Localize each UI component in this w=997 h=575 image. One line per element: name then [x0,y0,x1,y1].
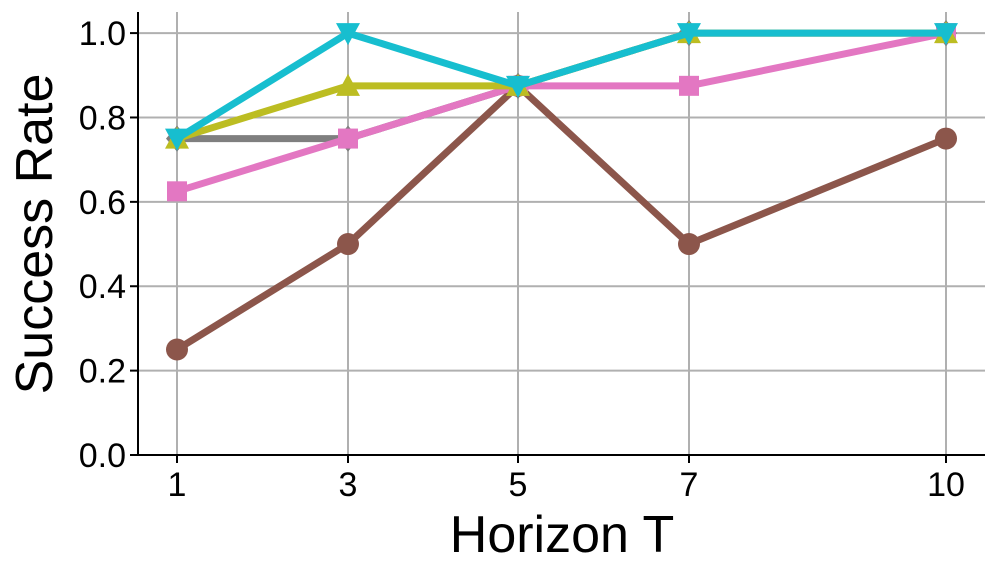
y-tick-label: 0.8 [79,99,126,137]
x-tick-label: 3 [339,466,358,504]
series-group [167,23,956,202]
y-axis-label: Success Rate [6,74,64,395]
data-point [338,128,358,149]
series-line [173,29,950,195]
series [165,20,958,361]
y-tick-label: 1.0 [79,15,126,53]
x-tick-label: 5 [509,466,528,504]
data-point [934,23,958,46]
x-ticks: 1 3 5 7 10 [168,455,965,504]
y-tick-label: 0.6 [79,184,126,222]
x-tick-label: 1 [168,466,187,504]
y-tick-label: 0.2 [79,353,126,391]
y-ticks: 0.0 0.2 0.4 0.6 0.8 1.0 [79,15,138,475]
x-axis-label: Horizon T [450,506,674,564]
x-tick-label: 10 [927,466,965,504]
data-point [336,23,360,46]
data-point [678,233,700,256]
data-point [677,23,701,46]
data-point [679,75,699,96]
y-tick-label: 0.0 [79,437,126,475]
data-point [336,73,360,96]
series-group [165,23,958,151]
series-line [173,82,950,354]
data-point [337,233,359,256]
x-tick-label: 7 [680,466,699,504]
grid [138,12,985,455]
data-point [506,75,530,98]
axes [137,12,985,456]
y-tick-label: 0.4 [79,268,126,306]
data-point [935,127,957,150]
data-point [167,181,187,202]
data-point [165,128,189,151]
data-point [166,338,188,361]
